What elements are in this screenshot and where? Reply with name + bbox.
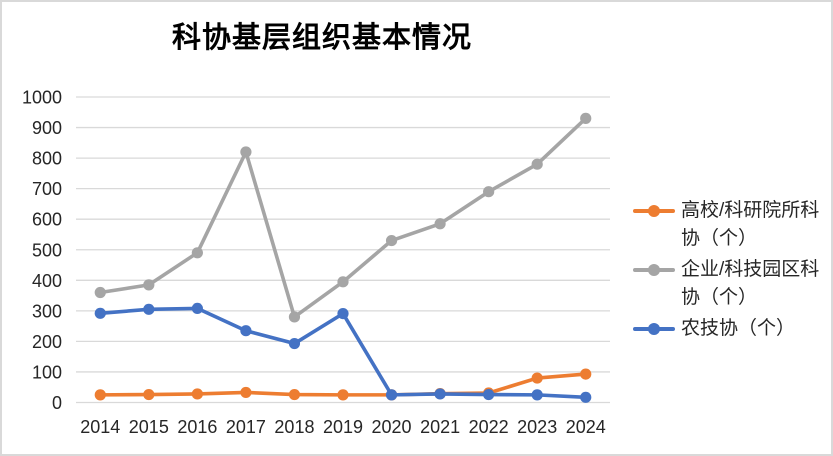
legend-label: 企业/科技园区科协（个） <box>681 259 820 308</box>
x-axis-tick-label: 2020 <box>372 417 412 437</box>
y-axis-tick-label: 900 <box>32 118 62 138</box>
data-point <box>337 307 349 320</box>
x-axis-tick-label: 2015 <box>129 417 169 437</box>
x-axis-tick-label: 2016 <box>177 417 217 437</box>
x-axis-tick-label: 2021 <box>420 417 460 437</box>
data-point <box>240 386 252 399</box>
data-point <box>337 389 349 401</box>
y-axis-tick-label: 700 <box>32 179 62 199</box>
data-point <box>143 279 155 291</box>
legend-label: 高校/科研院所科协（个） <box>681 200 820 249</box>
data-point <box>94 389 106 401</box>
data-point <box>337 276 349 288</box>
data-point <box>288 311 301 323</box>
legend-item: 企业/科技园区科协（个） <box>633 256 831 312</box>
data-point <box>288 337 301 350</box>
legend-item: 高校/科研院所科协（个） <box>633 197 831 253</box>
chart-title: 科协基层组织基本情况 <box>171 22 472 54</box>
legend: 高校/科研院所科协（个） 企业/科技园区科协（个） 农技协（个） <box>633 197 831 343</box>
legend-label: 农技协（个） <box>681 318 796 339</box>
data-point <box>483 186 495 198</box>
data-point <box>143 303 155 315</box>
data-point <box>94 286 106 299</box>
data-point <box>434 388 446 400</box>
data-point <box>288 388 301 401</box>
data-point <box>531 158 543 170</box>
legend-item: 农技协（个） <box>633 315 831 343</box>
y-axis-tick-label: 400 <box>32 271 62 291</box>
data-point <box>191 302 203 315</box>
data-point <box>483 388 495 401</box>
data-point <box>240 325 252 337</box>
y-axis-tick-label: 600 <box>32 210 62 230</box>
data-point <box>143 388 155 401</box>
data-point <box>94 307 106 319</box>
data-point <box>385 234 398 247</box>
x-axis-tick-label: 2022 <box>469 417 509 437</box>
x-axis-tick-label: 2018 <box>274 417 314 437</box>
data-point <box>434 218 446 230</box>
data-point <box>191 247 203 259</box>
y-axis-tick-label: 300 <box>32 301 62 321</box>
data-point <box>580 391 592 403</box>
y-axis-tick-label: 1000 <box>22 88 62 108</box>
data-point <box>580 112 592 124</box>
data-point <box>531 372 543 384</box>
y-axis-tick-label: 100 <box>32 362 62 382</box>
x-axis-tick-label: 2014 <box>80 417 120 437</box>
data-point <box>531 389 543 401</box>
data-point <box>580 368 592 380</box>
y-axis-tick-label: 500 <box>32 240 62 260</box>
data-point <box>385 389 398 401</box>
x-axis-tick-label: 2017 <box>226 417 266 437</box>
y-axis-tick-label: 200 <box>32 332 62 352</box>
legend-line-marker-icon <box>633 197 675 225</box>
data-point <box>240 146 252 158</box>
y-axis-tick-label: 0 <box>52 393 62 413</box>
y-axis-tick-label: 800 <box>32 149 62 169</box>
legend-line-marker-icon <box>633 256 675 284</box>
legend-line-marker-icon <box>633 315 675 343</box>
x-axis-tick-label: 2024 <box>566 417 606 437</box>
x-axis-tick-label: 2023 <box>517 417 557 437</box>
x-axis-tick-label: 2019 <box>323 417 363 437</box>
data-point <box>191 388 203 400</box>
